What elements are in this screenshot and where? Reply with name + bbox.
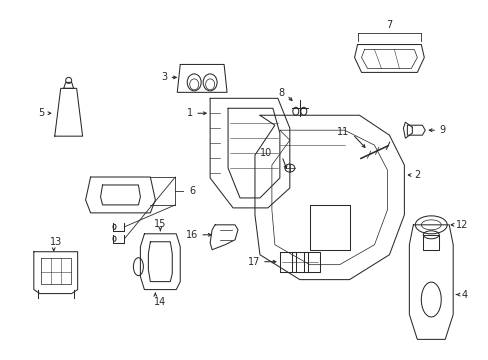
Text: 5: 5: [39, 108, 45, 118]
Text: 3: 3: [161, 72, 167, 82]
Text: 9: 9: [438, 125, 445, 135]
Text: 4: 4: [460, 289, 467, 300]
Text: 11: 11: [337, 127, 349, 137]
Text: 6: 6: [189, 186, 195, 196]
Text: 14: 14: [154, 297, 166, 306]
Text: 15: 15: [154, 219, 166, 229]
Text: 10: 10: [259, 148, 271, 158]
Text: 13: 13: [49, 237, 61, 247]
Text: 17: 17: [247, 257, 260, 267]
Text: 7: 7: [386, 19, 392, 30]
Text: 12: 12: [455, 220, 468, 230]
Text: 8: 8: [278, 88, 285, 98]
Text: 2: 2: [413, 170, 420, 180]
Text: 16: 16: [185, 230, 198, 240]
Text: 1: 1: [187, 108, 193, 118]
